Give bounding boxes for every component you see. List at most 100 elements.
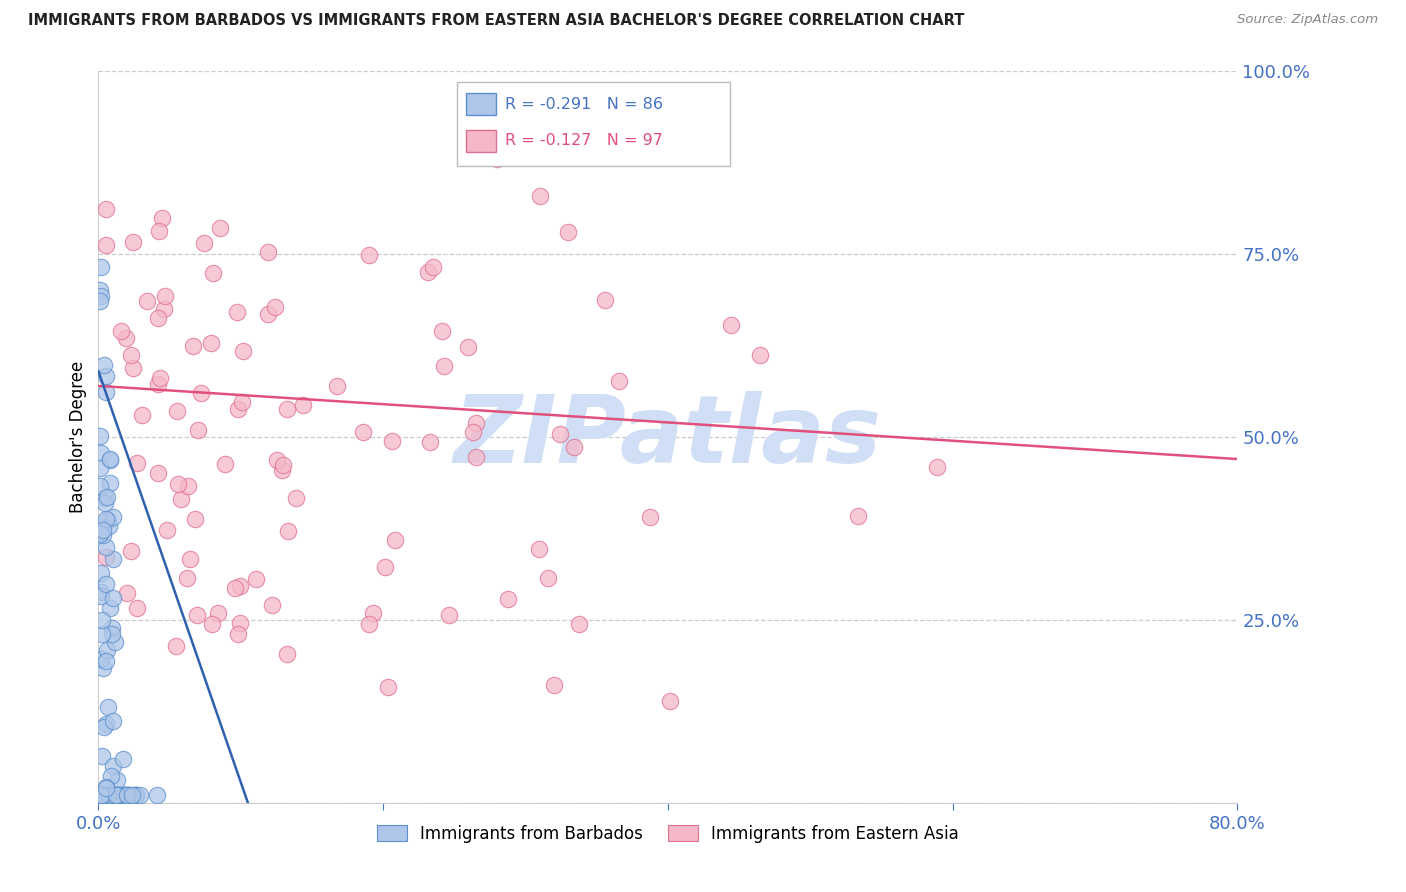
Point xyxy=(90,614,112,628)
Point xyxy=(464,416,486,430)
Point xyxy=(125,456,148,470)
Point xyxy=(266,453,288,467)
Point xyxy=(166,403,188,417)
Point xyxy=(352,425,374,439)
Point xyxy=(94,202,117,216)
Point xyxy=(433,359,456,373)
Point xyxy=(271,463,294,477)
Point xyxy=(96,780,118,795)
Point xyxy=(94,716,117,731)
Point xyxy=(89,283,111,297)
Point xyxy=(231,395,253,409)
Point xyxy=(377,680,399,694)
Point xyxy=(89,461,111,475)
Point xyxy=(101,591,124,606)
Point xyxy=(97,519,120,533)
Point xyxy=(101,714,124,728)
Point xyxy=(96,654,118,668)
Point xyxy=(103,789,125,803)
Point xyxy=(110,324,132,338)
Point xyxy=(94,512,117,526)
Point xyxy=(100,627,122,641)
Point xyxy=(91,523,114,537)
Point xyxy=(381,434,404,448)
Point xyxy=(165,639,187,653)
Point xyxy=(277,524,299,538)
Point xyxy=(170,491,193,506)
Point xyxy=(846,508,869,523)
Point xyxy=(609,374,631,388)
Point xyxy=(457,340,479,354)
Point xyxy=(90,652,112,666)
Point xyxy=(437,607,460,622)
Point xyxy=(105,789,128,803)
Text: R = -0.127   N = 97: R = -0.127 N = 97 xyxy=(505,133,662,148)
Point xyxy=(125,789,148,803)
Point xyxy=(245,573,267,587)
Point xyxy=(117,789,139,803)
Point xyxy=(96,780,118,795)
Point xyxy=(120,348,142,362)
Point xyxy=(97,789,120,803)
Point xyxy=(166,477,188,491)
Point xyxy=(91,528,114,542)
Point xyxy=(927,460,949,475)
Point xyxy=(361,607,384,621)
Point xyxy=(550,427,572,442)
Point xyxy=(224,582,246,596)
Point xyxy=(207,606,229,620)
Point xyxy=(156,523,179,537)
Point xyxy=(264,300,287,314)
Point xyxy=(152,302,174,317)
FancyBboxPatch shape xyxy=(467,130,496,152)
Point xyxy=(284,491,307,506)
Point xyxy=(228,401,250,416)
Point xyxy=(232,343,254,358)
Point xyxy=(90,585,112,599)
Point xyxy=(112,752,135,766)
Point xyxy=(100,476,122,491)
Point xyxy=(90,627,112,641)
Point xyxy=(90,789,112,803)
Point xyxy=(422,260,444,274)
Point xyxy=(108,789,131,803)
Point xyxy=(105,772,128,787)
Point xyxy=(107,789,129,803)
Point xyxy=(184,511,207,525)
Point xyxy=(146,376,169,391)
Point xyxy=(145,789,167,803)
Point xyxy=(96,789,118,803)
Point xyxy=(461,425,484,440)
Point xyxy=(201,266,224,280)
Point xyxy=(148,224,170,238)
Point xyxy=(97,513,120,527)
Point xyxy=(117,586,139,600)
Point xyxy=(94,238,117,252)
Point xyxy=(146,310,169,325)
Point xyxy=(496,592,519,607)
Point xyxy=(105,789,128,803)
Point xyxy=(101,621,124,635)
Point xyxy=(568,616,591,631)
Point xyxy=(90,566,112,581)
Point xyxy=(89,429,111,443)
Point xyxy=(214,457,236,471)
Point xyxy=(193,236,215,251)
Point xyxy=(91,748,114,763)
Point xyxy=(120,544,142,558)
Point xyxy=(100,769,122,783)
Point xyxy=(96,577,118,591)
Point xyxy=(228,579,250,593)
Point xyxy=(103,789,125,803)
Point xyxy=(94,549,117,564)
Point xyxy=(149,371,172,385)
Point xyxy=(374,559,396,574)
Point xyxy=(209,220,232,235)
FancyBboxPatch shape xyxy=(457,82,731,167)
Point xyxy=(125,789,148,803)
Point xyxy=(486,152,509,166)
Point xyxy=(432,324,454,338)
Point xyxy=(128,789,150,803)
Point xyxy=(90,590,112,604)
Point xyxy=(103,789,125,803)
